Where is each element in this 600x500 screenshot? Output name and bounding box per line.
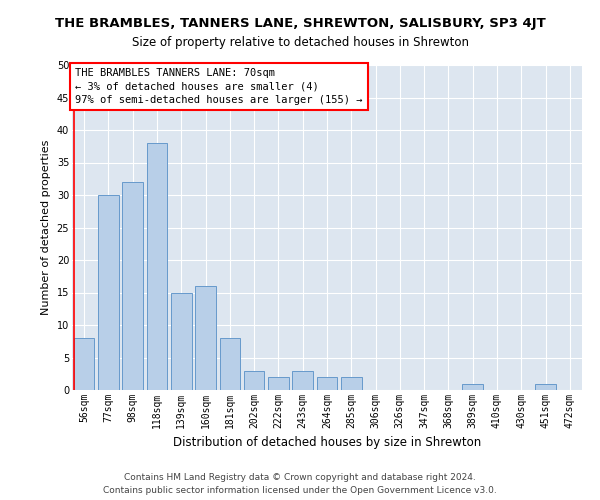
Bar [74,338,94,390]
Y-axis label: Number of detached properties: Number of detached properties [41,140,51,315]
Text: THE BRAMBLES, TANNERS LANE, SHREWTON, SALISBURY, SP3 4JT: THE BRAMBLES, TANNERS LANE, SHREWTON, SA… [55,18,545,30]
Bar [463,384,483,390]
Bar [122,182,143,390]
Bar [341,377,362,390]
X-axis label: Distribution of detached houses by size in Shrewton: Distribution of detached houses by size … [173,436,481,450]
Bar [244,370,265,390]
Bar [171,292,191,390]
Bar [146,143,167,390]
Bar [98,195,119,390]
Bar [268,377,289,390]
Bar [195,286,216,390]
Bar [535,384,556,390]
Text: Contains HM Land Registry data © Crown copyright and database right 2024.
Contai: Contains HM Land Registry data © Crown c… [103,474,497,495]
Bar [317,377,337,390]
Bar [292,370,313,390]
Text: Size of property relative to detached houses in Shrewton: Size of property relative to detached ho… [131,36,469,49]
Bar [220,338,240,390]
Text: THE BRAMBLES TANNERS LANE: 70sqm
← 3% of detached houses are smaller (4)
97% of : THE BRAMBLES TANNERS LANE: 70sqm ← 3% of… [75,68,362,104]
